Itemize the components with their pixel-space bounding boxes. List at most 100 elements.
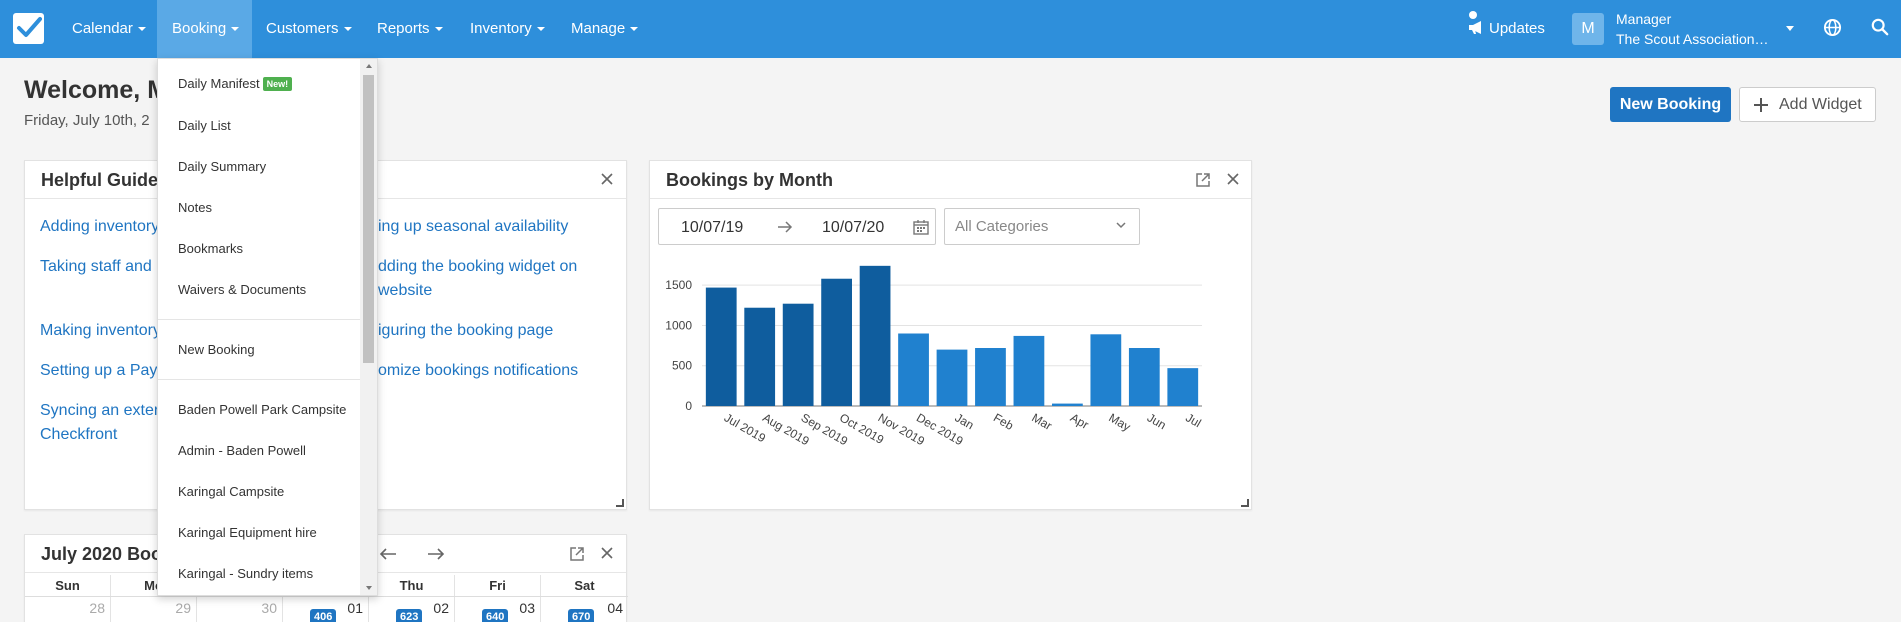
- menu-item-category[interactable]: Admin - Baden Powell: [178, 443, 306, 458]
- resize-handle[interactable]: [616, 499, 624, 507]
- external-link-icon[interactable]: [570, 547, 584, 561]
- chart-bar[interactable]: [898, 333, 929, 407]
- user-role[interactable]: Manager: [1616, 11, 1672, 27]
- nav-calendar[interactable]: Calendar: [58, 0, 160, 58]
- arrow-right-icon[interactable]: [427, 547, 445, 561]
- calendar-day-cell[interactable]: 29: [111, 597, 197, 622]
- nav-booking[interactable]: Booking: [157, 0, 252, 58]
- booking-count-badge[interactable]: 623: [396, 609, 423, 622]
- menu-scrollbar[interactable]: [360, 59, 377, 595]
- widget-header: [650, 161, 1251, 199]
- menu-item-notes[interactable]: Notes: [178, 200, 212, 215]
- weekday-sun: Sun: [25, 575, 111, 596]
- chart-bar[interactable]: [1128, 348, 1160, 406]
- guide-link[interactable]: Syncing an exter: [40, 402, 160, 419]
- scroll-up-arrow-icon[interactable]: [366, 64, 372, 68]
- close-icon[interactable]: [1227, 173, 1239, 185]
- calendar-day-cell[interactable]: 03 640: [455, 597, 541, 622]
- category-select[interactable]: All Categories: [944, 208, 1140, 245]
- updates-button[interactable]: Updates: [1468, 0, 1545, 58]
- chart-bar[interactable]: [859, 265, 891, 406]
- search-icon[interactable]: [1871, 18, 1889, 36]
- menu-item-category[interactable]: Karingal Campsite: [178, 484, 285, 499]
- guide-link[interactable]: Making inventory: [40, 322, 161, 339]
- x-tick-label: Feb: [991, 410, 1016, 433]
- guide-link[interactable]: website: [378, 282, 433, 299]
- resize-handle[interactable]: [1241, 499, 1249, 507]
- avatar[interactable]: M: [1572, 13, 1604, 45]
- weekday-fri: Fri: [455, 575, 541, 596]
- chart-bar[interactable]: [821, 278, 852, 406]
- day-number: 03: [519, 600, 535, 616]
- external-link-icon[interactable]: [1196, 173, 1210, 187]
- booking-count-badge[interactable]: 670: [568, 609, 595, 622]
- chart-bar[interactable]: [705, 287, 737, 406]
- x-tick-label: Mar: [1029, 410, 1054, 432]
- menu-item-daily-manifest[interactable]: Daily Manifest New!: [178, 76, 293, 91]
- weekday-thu: Thu: [369, 575, 455, 596]
- checkfront-logo[interactable]: [13, 13, 44, 44]
- calendar-day-cell[interactable]: 28: [25, 597, 111, 622]
- nav-customers-label: Customers: [266, 20, 339, 37]
- nav-manage[interactable]: Manage: [557, 0, 652, 58]
- booking-count-badge[interactable]: 640: [482, 609, 509, 622]
- menu-item-bookmarks[interactable]: Bookmarks: [178, 241, 244, 256]
- date-from[interactable]: 10/07/19: [681, 219, 744, 236]
- nav-calendar-label: Calendar: [72, 20, 133, 37]
- chart-bar[interactable]: [975, 348, 1006, 406]
- chart-bar[interactable]: [744, 307, 776, 406]
- scroll-down-arrow-icon[interactable]: [366, 586, 372, 590]
- menu-item-daily-list[interactable]: Daily List: [178, 118, 231, 133]
- close-icon[interactable]: [601, 547, 613, 559]
- chart-bar[interactable]: [1013, 335, 1045, 406]
- calendar-day-cell[interactable]: 30: [197, 597, 283, 622]
- calendar-day-cell[interactable]: 02 623: [369, 597, 455, 622]
- menu-scrollbar-thumb[interactable]: [363, 75, 374, 363]
- guide-link[interactable]: Adding inventory: [40, 218, 160, 235]
- menu-item-daily-summary[interactable]: Daily Summary: [178, 159, 267, 174]
- arrow-left-icon[interactable]: [379, 547, 397, 561]
- new-booking-button[interactable]: New Booking: [1610, 87, 1731, 122]
- nav-customers[interactable]: Customers: [252, 0, 366, 58]
- new-badge: New!: [262, 77, 293, 91]
- nav-inventory[interactable]: Inventory: [456, 0, 559, 58]
- menu-item-category[interactable]: Baden Powell Park Campsite: [178, 402, 347, 417]
- close-icon[interactable]: [601, 173, 613, 185]
- nav-reports[interactable]: Reports: [363, 0, 457, 58]
- calendar-day-cell[interactable]: 04 670: [541, 597, 628, 622]
- guide-link[interactable]: Taking staff and: [40, 258, 152, 275]
- guide-link[interactable]: dding the booking widget on: [378, 258, 578, 275]
- menu-item-waivers-documents[interactable]: Waivers & Documents: [178, 282, 307, 297]
- chart-bar[interactable]: [1052, 403, 1083, 406]
- chart-bar[interactable]: [936, 349, 968, 406]
- caret-down-icon: [630, 27, 639, 31]
- top-navbar: Calendar Booking Customers Reports Inven…: [0, 0, 1901, 58]
- user-menu-caret-icon[interactable]: [1786, 26, 1794, 31]
- x-tick-label: Jul: [1183, 410, 1203, 430]
- chart-bar[interactable]: [782, 303, 814, 406]
- guide-link[interactable]: Setting up a Payı: [40, 362, 162, 379]
- guide-link[interactable]: omize bookings notifications: [378, 362, 579, 379]
- calendar-icon[interactable]: [913, 219, 929, 235]
- guide-link[interactable]: iguring the booking page: [378, 322, 554, 339]
- menu-item-category[interactable]: Karingal - Sundry items: [178, 566, 314, 581]
- menu-item-category[interactable]: Karingal Equipment hire: [178, 525, 317, 540]
- booking-count-badge[interactable]: 406: [310, 609, 337, 622]
- nav-manage-label: Manage: [571, 20, 626, 37]
- checkmark-icon: [17, 17, 42, 37]
- chart-bar[interactable]: [1090, 334, 1122, 406]
- calendar-day-cell[interactable]: 01 406: [283, 597, 369, 622]
- current-date: Friday, July 10th, 2: [24, 112, 150, 129]
- user-organization[interactable]: The Scout Association…: [1616, 31, 1769, 47]
- guide-link[interactable]: Checkfront: [40, 426, 118, 443]
- menu-item-new-booking[interactable]: New Booking: [178, 342, 255, 357]
- globe-icon[interactable]: [1823, 18, 1842, 37]
- y-tick-label: 1000: [665, 318, 692, 332]
- chart-bar[interactable]: [1167, 368, 1199, 406]
- add-widget-button[interactable]: Add Widget: [1739, 87, 1876, 122]
- guide-link[interactable]: ing up seasonal availability: [378, 218, 569, 235]
- caret-down-icon: [536, 27, 545, 31]
- date-to[interactable]: 10/07/20: [822, 219, 885, 236]
- date-range-picker[interactable]: 10/07/19 10/07/20: [658, 208, 936, 245]
